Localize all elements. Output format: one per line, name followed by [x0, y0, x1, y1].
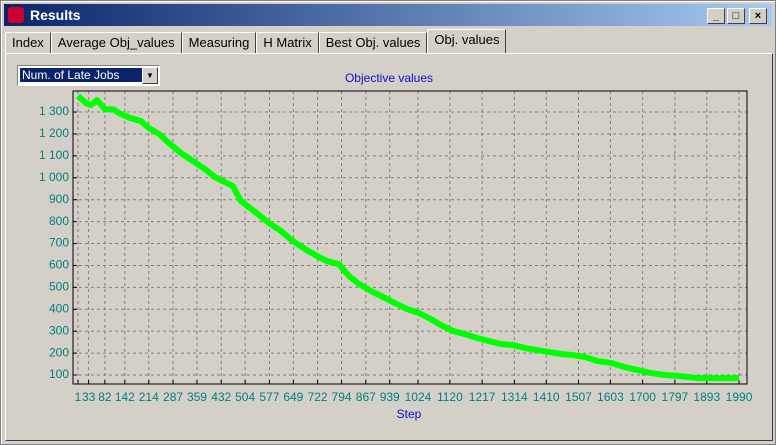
tab-active[interactable]: Obj. values — [427, 29, 507, 54]
x-tick-label: 1 — [75, 390, 82, 404]
x-tick-label: 214 — [139, 390, 159, 404]
x-tick-label: 287 — [163, 390, 183, 404]
x-tick-label: 1217 — [469, 390, 496, 404]
minimize-button[interactable]: _ — [707, 8, 725, 24]
x-tick-label: 1120 — [437, 390, 463, 404]
close-button[interactable]: × — [749, 8, 767, 24]
x-tick-label: 794 — [332, 390, 352, 404]
y-tick-label: 100 — [49, 367, 69, 381]
title-bar: Results _ □ × — [4, 4, 772, 26]
y-tick-label: 300 — [49, 323, 69, 337]
dropdown[interactable]: Num. of Late Jobs ▼ — [17, 65, 160, 86]
plot-area — [73, 91, 747, 384]
data-line — [76, 93, 740, 382]
chart: Objective values Step 100 200 300 400 500 600… — [39, 71, 753, 421]
tab-strip: Index Average Obj_values Measuring H Mat… — [5, 29, 507, 54]
x-tick-label: 504 — [235, 390, 255, 404]
x-tick-label: 577 — [259, 390, 279, 404]
maximize-button[interactable]: □ — [727, 8, 745, 24]
x-tick-label: 649 — [283, 390, 303, 404]
y-tick-label: 800 — [49, 214, 69, 228]
y-tick-label: 1 300 — [39, 104, 69, 118]
tab[interactable]: Index — [5, 32, 51, 54]
x-tick-label: 867 — [356, 390, 376, 404]
x-tick-label: 939 — [380, 390, 400, 404]
x-tick-label: 1797 — [662, 390, 689, 404]
y-tick-label: 900 — [49, 192, 69, 206]
y-tick-label: 1 200 — [39, 126, 69, 140]
x-tick-label: 1603 — [597, 390, 624, 404]
tab[interactable]: Average Obj_values — [50, 32, 182, 54]
y-tick-label: 600 — [49, 258, 69, 272]
x-tick-label: 1990 — [726, 390, 753, 404]
x-tick-label: 432 — [211, 390, 231, 404]
x-axis-label: Step — [397, 407, 422, 421]
x-tick-label: 722 — [308, 390, 328, 404]
x-tick-label: 1700 — [629, 390, 656, 404]
tab[interactable]: H Matrix — [256, 32, 319, 54]
tab-panel — [5, 53, 773, 441]
x-tick-label: 82 — [98, 390, 112, 404]
y-tick-label: 1 100 — [39, 148, 69, 162]
chart-title: Objective values — [345, 71, 433, 85]
y-tick-label: 700 — [49, 236, 69, 250]
x-tick-label: 359 — [187, 390, 207, 404]
y-tick-label: 200 — [49, 345, 69, 359]
window-title: Results — [30, 7, 81, 23]
x-tick-label: 1410 — [533, 390, 560, 404]
tab[interactable]: Best Obj. values — [318, 32, 428, 54]
x-tick-label: 33 — [82, 390, 96, 404]
tab[interactable]: Measuring — [181, 32, 257, 54]
x-tick-label: 1893 — [693, 390, 720, 404]
y-tick-label: 1 000 — [39, 170, 69, 184]
x-tick-label: 1314 — [501, 390, 528, 404]
x-tick-label: 1507 — [565, 390, 592, 404]
plot-frame — [72, 90, 748, 385]
dropdown-arrow[interactable]: ▼ — [142, 67, 158, 84]
x-tick-label: 142 — [115, 390, 135, 404]
app-icon — [8, 7, 24, 23]
y-tick-label: 400 — [49, 301, 69, 315]
dropdown-value: Num. of Late Jobs — [20, 68, 142, 82]
x-tick-label: 1024 — [405, 390, 432, 404]
y-tick-label: 500 — [49, 280, 69, 294]
